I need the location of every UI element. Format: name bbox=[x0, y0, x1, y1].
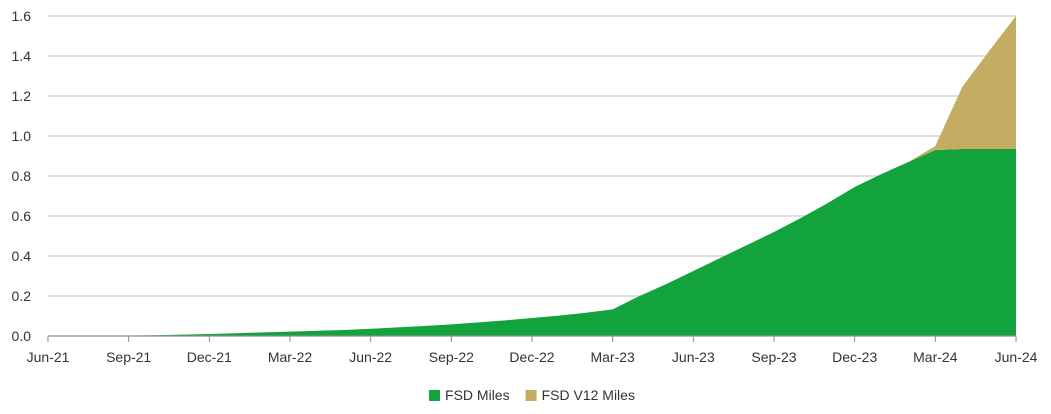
y-tick-label: 0.0 bbox=[12, 328, 32, 344]
y-tick-label: 1.2 bbox=[12, 88, 32, 104]
legend-label: FSD V12 Miles bbox=[542, 387, 635, 403]
x-tick-label: Sep-22 bbox=[429, 349, 474, 365]
legend-item: FSD V12 Miles bbox=[525, 387, 635, 403]
x-tick-label: Jun-21 bbox=[27, 349, 70, 365]
axes bbox=[47, 335, 1017, 342]
legend-swatch bbox=[429, 390, 441, 401]
y-tick-label: 0.2 bbox=[12, 288, 32, 304]
gridlines bbox=[48, 15, 1016, 297]
y-tick-label: 1.6 bbox=[12, 8, 32, 24]
area-fsd-miles bbox=[48, 149, 1016, 336]
x-tick-label: Sep-21 bbox=[106, 349, 151, 365]
x-tick-label: Jun-23 bbox=[672, 349, 715, 365]
x-tick-label: Dec-22 bbox=[509, 349, 554, 365]
y-tick-label: 0.8 bbox=[12, 168, 32, 184]
x-tick-label: Sep-23 bbox=[751, 349, 796, 365]
y-tick-label: 0.6 bbox=[12, 208, 32, 224]
legend: FSD Miles FSD V12 Miles bbox=[429, 387, 635, 403]
x-tick-label: Jun-22 bbox=[349, 349, 392, 365]
y-tick-labels: 0.0 0.2 0.4 0.6 0.8 1.0 1.2 1.4 1.6 bbox=[12, 8, 32, 344]
legend-item: FSD Miles bbox=[429, 387, 510, 403]
y-tick-label: 1.4 bbox=[12, 48, 32, 64]
x-tick-label: Mar-22 bbox=[268, 349, 313, 365]
x-tick-label: Dec-21 bbox=[187, 349, 232, 365]
y-tick-label: 1.0 bbox=[12, 128, 32, 144]
legend-swatch bbox=[525, 390, 537, 401]
y-tick-label: 0.4 bbox=[12, 248, 32, 264]
x-tick-labels: Jun-21 Sep-21 Dec-21 Mar-22 Jun-22 Sep-22 Dec-… bbox=[27, 349, 1038, 365]
x-tick-label: Dec-23 bbox=[832, 349, 877, 365]
x-tick-label: Mar-23 bbox=[590, 349, 635, 365]
area-series bbox=[48, 16, 1016, 336]
legend-label: FSD Miles bbox=[445, 387, 510, 403]
x-tick-label: Mar-24 bbox=[913, 349, 958, 365]
x-tick-label: Jun-24 bbox=[995, 349, 1038, 365]
